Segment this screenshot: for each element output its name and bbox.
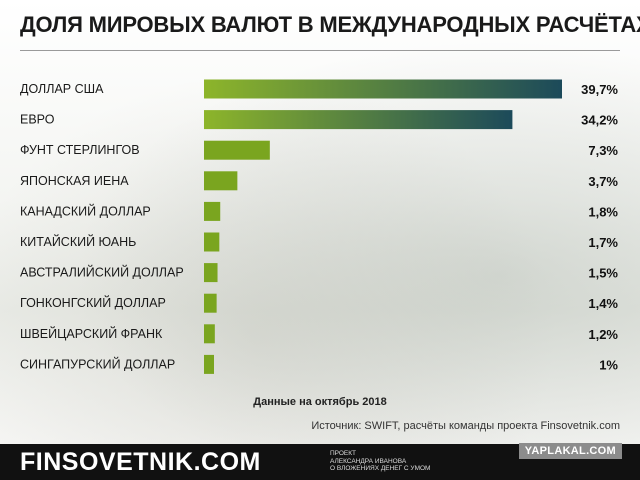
bar — [204, 263, 218, 283]
bar — [204, 79, 562, 99]
bar-chart: ДОЛЛАР США 39,7% ЕВРО 34,2% ФУНТ СТЕРЛИНГОВ 7… — [20, 79, 618, 374]
value-label: 39,7% — [581, 82, 618, 97]
project-line-3: О ВЛОЖЕНИЯХ ДЕНЕГ С УМОМ — [330, 465, 431, 472]
category-label: ДОЛЛАР США — [20, 82, 104, 96]
project-tagline: ПРОЕКТ АЛЕКСАНДРА ИВАНОВА О ВЛОЖЕНИЯХ ДЕ… — [330, 450, 430, 473]
category-label: ФУНТ СТЕРЛИНГОВ — [20, 143, 140, 157]
category-label: ШВЕЙЦАРСКИЙ ФРАНК — [20, 326, 163, 341]
bar — [204, 293, 217, 313]
bar — [204, 324, 215, 344]
banknote-background — [0, 0, 640, 444]
source-note: Источник: SWIFT, расчёты команды проекта… — [311, 420, 620, 432]
value-label: 1,7% — [588, 235, 618, 250]
category-label: СИНГАПУРСКИЙ ДОЛЛАР — [20, 356, 175, 371]
category-label: ГОНКОНГСКИЙ ДОЛЛАР — [20, 295, 166, 310]
chart-title: ДОЛЯ МИРОВЫХ ВАЛЮТ В МЕЖДУНАРОДНЫХ РАСЧЁ… — [20, 12, 640, 37]
category-label: КИТАЙСКИЙ ЮАНЬ — [20, 234, 136, 249]
project-line-1: ПРОЕКТ — [330, 450, 357, 457]
bar — [204, 232, 220, 252]
project-line-2: АЛЕКСАНДРА ИВАНОВА — [330, 457, 407, 465]
brand-logo[interactable]: FINSOVETNIK.COM — [20, 448, 261, 476]
bar — [204, 171, 238, 191]
value-label: 1,4% — [588, 296, 618, 311]
bar — [204, 140, 270, 160]
category-label: КАНАДСКИЙ ДОЛЛАР — [20, 203, 151, 218]
bar — [204, 354, 214, 374]
value-label: 1,2% — [588, 327, 618, 342]
category-label: ЯПОНСКАЯ ИЕНА — [20, 174, 129, 188]
data-date-note: Данные на октябрь 2018 — [253, 396, 387, 408]
value-label: 1% — [599, 357, 618, 372]
category-label: ЕВРО — [20, 113, 55, 127]
category-label: АВСТРАЛИЙСКИЙ ДОЛЛАР — [20, 265, 184, 280]
watermark-badge: YAPLAKAL.COM — [518, 443, 622, 459]
title-divider — [20, 50, 620, 51]
bar — [204, 201, 221, 221]
value-label: 34,2% — [581, 113, 618, 128]
value-label: 7,3% — [588, 143, 618, 158]
bar — [204, 110, 513, 130]
value-label: 3,7% — [588, 174, 618, 189]
value-label: 1,8% — [588, 204, 618, 219]
value-label: 1,5% — [588, 266, 618, 281]
